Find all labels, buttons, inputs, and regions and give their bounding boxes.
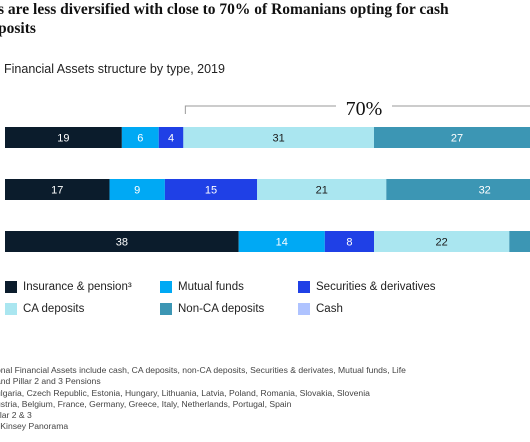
legend-label: Mutual funds [178,281,244,293]
bar-segment [5,179,110,200]
legend-item: Non-CA deposits [160,303,264,315]
annotation-background [336,96,392,118]
legend-label: CA deposits [23,303,85,315]
legend-swatch [298,281,310,293]
legend-label: Securities & derivatives [316,281,436,293]
data-label: 22 [436,237,448,249]
bar-segment [374,231,510,252]
seventy-percent-bracket [184,96,530,118]
data-label: 27 [451,133,463,145]
legend: Insurance & pension³ Mutual funds Securiti… [0,281,530,323]
data-label: 9 [134,185,140,197]
bar-segment [257,179,387,200]
footnote-line: cKinsey Panorama [0,421,69,432]
footnote-line: and Pillar 2 and 3 Pensions [0,376,101,387]
legend-label: Non-CA deposits [178,303,265,315]
data-label: 32 [479,185,491,197]
data-label: 38 [116,237,128,249]
data-label: 31 [273,133,285,145]
data-label: 19 [57,133,69,145]
bars-group: 1917386914415831212227321512 [5,127,530,252]
bar-segment [158,127,184,148]
legend-swatch [5,281,17,293]
bar-segment [109,179,165,200]
footnotes: onal Financial Assets include cash, CA d… [0,365,530,433]
bar-segment [374,127,530,148]
legend-label: Cash [316,303,343,315]
legend-label: Insurance & pension³ [23,281,132,293]
bar-segment [5,231,239,252]
bar-segment [183,127,374,148]
data-label: 17 [51,185,63,197]
data-label: 21 [316,185,328,197]
bar-segment [238,231,325,252]
bar-segment [164,179,258,200]
data-label: 6 [137,133,143,145]
footnote-line: onal Financial Assets include cash, CA d… [0,365,406,375]
data-label: 14 [276,237,288,249]
legend-item: Mutual funds [160,281,244,293]
bar-segment [386,179,530,200]
footnote-line: ustria, Belgium, France, Germany, Greece… [0,398,292,409]
bar-segment [509,231,530,252]
chart-subtitle: Financial Assets structure by type, 2019 [4,62,225,76]
legend-item: Cash [298,303,343,315]
legend-item: Insurance & pension³ [5,281,132,293]
data-label: 4 [168,133,174,145]
bar-segment [324,231,374,252]
footnote-line: ulgaria, Czech Republic, Estonia, Hungar… [0,387,370,398]
legend-swatch [5,303,17,315]
legend-swatch [298,303,310,315]
footnote-line: illar 2 & 3 [0,410,32,421]
bracket-line [184,105,530,114]
bar-segment [121,127,159,148]
legend-swatch [160,281,172,293]
data-label: 8 [346,237,352,249]
chart-title: s are less diversified with close to 70%… [0,1,449,37]
legend-swatch [160,303,172,315]
bar-segment [5,127,122,148]
stacked-bar-chart: 1917386914415831212227321512 70% [5,96,530,252]
seventy-percent-annotation: 70% [346,98,383,120]
legend-item: Securities & derivatives [298,281,436,293]
legend-item: CA deposits [5,303,84,315]
data-label: 15 [205,185,217,197]
